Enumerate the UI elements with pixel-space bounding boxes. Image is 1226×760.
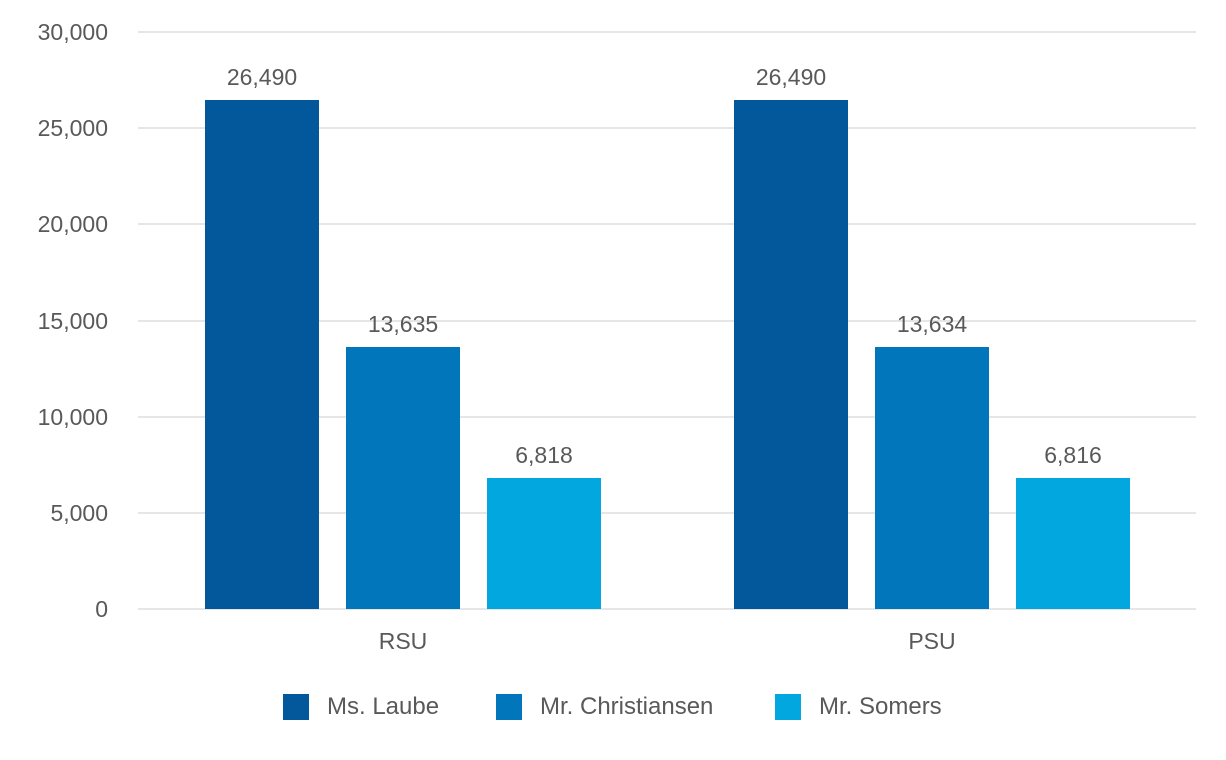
legend-swatch-icon [283,694,309,720]
gridline [138,511,1196,514]
y-tick-label: 10,000 [37,403,108,430]
y-tick-label: 5,000 [50,499,108,526]
x-category-label: PSU [908,628,956,654]
bar-rsu-1 [346,346,460,609]
gridline [138,608,1196,610]
data-label: 26,490 [226,63,298,90]
legend-item: Ms. Laube [283,692,439,722]
bar-rsu-0 [205,99,319,609]
bar-psu-2 [1016,477,1130,609]
bar-psu-0 [734,99,848,609]
y-tick-label: 0 [95,596,108,622]
x-category-label: RSU [378,628,428,654]
legend-item: Mr. Christiansen [496,692,713,722]
data-label: 13,634 [896,310,968,337]
data-label: 6,818 [515,441,573,468]
y-tick-label: 25,000 [37,115,108,142]
y-tick-label: 15,000 [37,307,108,334]
legend-swatch-icon [496,694,522,720]
legend-label: Mr. Somers [819,693,942,720]
gridline [138,319,1196,322]
y-tick-label: 20,000 [37,211,108,238]
gridline [138,415,1196,418]
bar-rsu-2 [487,477,601,609]
bar-psu-1 [875,346,989,609]
legend-label: Mr. Christiansen [540,693,714,720]
legend-label: Ms. Laube [327,693,440,720]
gridline [138,31,1196,33]
gridline [138,127,1196,130]
y-tick-label: 30,000 [37,19,108,45]
legend: Ms. Laube Mr. Christiansen Mr. Somers [0,692,1226,722]
data-label: 6,816 [1044,441,1102,468]
gridline [138,223,1196,226]
data-label: 13,635 [367,310,439,337]
legend-item: Mr. Somers [775,692,942,722]
data-label: 26,490 [755,63,827,90]
legend-swatch-icon [775,694,801,720]
